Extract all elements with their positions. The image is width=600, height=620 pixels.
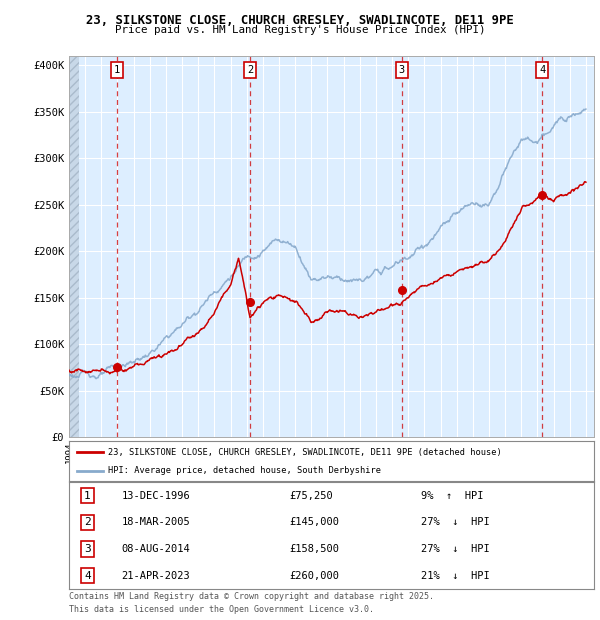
Text: £145,000: £145,000 [290, 517, 340, 528]
Text: 27%  ↓  HPI: 27% ↓ HPI [421, 544, 490, 554]
Text: 13-DEC-1996: 13-DEC-1996 [121, 490, 190, 501]
Text: £260,000: £260,000 [290, 570, 340, 581]
Text: Contains HM Land Registry data © Crown copyright and database right 2025.
This d: Contains HM Land Registry data © Crown c… [69, 592, 434, 614]
Text: 23, SILKSTONE CLOSE, CHURCH GRESLEY, SWADLINCOTE, DE11 9PE (detached house): 23, SILKSTONE CLOSE, CHURCH GRESLEY, SWA… [109, 448, 502, 457]
Text: 4: 4 [539, 64, 545, 75]
Text: 3: 3 [84, 544, 91, 554]
Text: Price paid vs. HM Land Registry's House Price Index (HPI): Price paid vs. HM Land Registry's House … [115, 25, 485, 35]
Text: 23, SILKSTONE CLOSE, CHURCH GRESLEY, SWADLINCOTE, DE11 9PE: 23, SILKSTONE CLOSE, CHURCH GRESLEY, SWA… [86, 14, 514, 27]
Text: 2: 2 [84, 517, 91, 528]
Text: £75,250: £75,250 [290, 490, 333, 501]
Text: 27%  ↓  HPI: 27% ↓ HPI [421, 517, 490, 528]
Text: 4: 4 [84, 570, 91, 581]
Polygon shape [69, 56, 79, 437]
Text: 21-APR-2023: 21-APR-2023 [121, 570, 190, 581]
Text: 1: 1 [84, 490, 91, 501]
Text: 21%  ↓  HPI: 21% ↓ HPI [421, 570, 490, 581]
Text: HPI: Average price, detached house, South Derbyshire: HPI: Average price, detached house, Sout… [109, 466, 382, 476]
Text: 3: 3 [398, 64, 405, 75]
Text: 9%  ↑  HPI: 9% ↑ HPI [421, 490, 483, 501]
Text: 18-MAR-2005: 18-MAR-2005 [121, 517, 190, 528]
Text: 2: 2 [247, 64, 253, 75]
Text: £158,500: £158,500 [290, 544, 340, 554]
Text: 08-AUG-2014: 08-AUG-2014 [121, 544, 190, 554]
Text: 1: 1 [113, 64, 120, 75]
